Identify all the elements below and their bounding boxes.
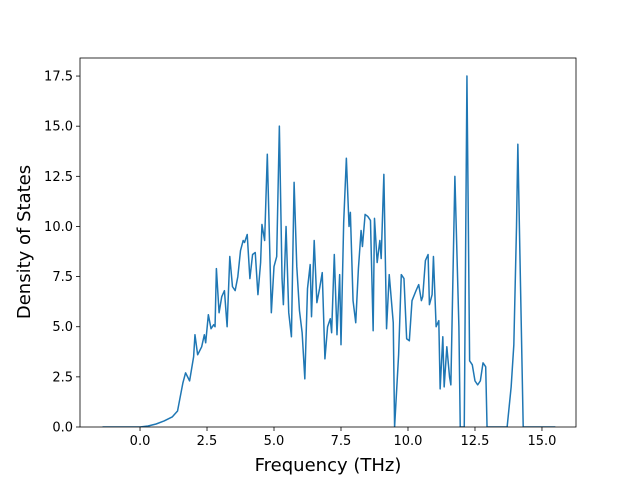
y-tick-label: 12.5: [44, 170, 73, 185]
x-axis-label: Frequency (THz): [255, 455, 402, 476]
x-tick-label: 15.0: [527, 434, 556, 449]
y-axis-label: Density of States: [14, 165, 35, 319]
y-tick-label: 15.0: [44, 120, 73, 135]
x-tick-label: 7.5: [331, 434, 352, 449]
x-tick-label: 0.0: [130, 434, 151, 449]
y-tick-label: 10.0: [44, 220, 73, 235]
y-tick-label: 0.0: [52, 421, 73, 436]
plot-frame: [79, 57, 577, 428]
y-tick-label: 7.5: [52, 270, 73, 285]
x-tick-label: 12.5: [461, 434, 490, 449]
line-series: [102, 75, 556, 427]
y-tick-label: 17.5: [44, 70, 73, 85]
x-tick-label: 2.5: [197, 434, 218, 449]
x-tick-label: 5.0: [264, 434, 285, 449]
y-tick-label: 2.5: [52, 370, 73, 385]
x-tick-label: 10.0: [394, 434, 423, 449]
y-tick-label: 5.0: [52, 320, 73, 335]
